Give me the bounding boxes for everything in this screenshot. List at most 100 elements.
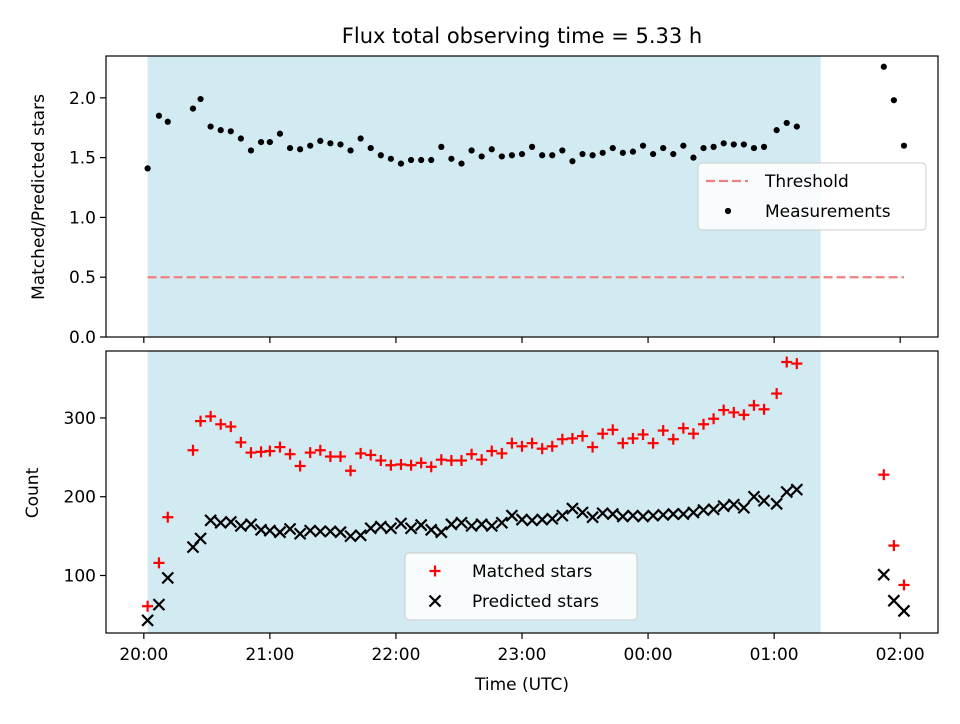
matched-star-point bbox=[781, 356, 793, 368]
matched-star-point bbox=[718, 404, 730, 416]
predicted-star-point bbox=[556, 509, 569, 522]
bottom-y-axis-label: Count bbox=[23, 467, 43, 518]
y-tick-label: 2.0 bbox=[69, 89, 96, 109]
measurement-point bbox=[900, 142, 908, 149]
chart-title: Flux total observing time = 5.33 h bbox=[342, 24, 702, 48]
x-stroke-b bbox=[770, 497, 783, 511]
measurement-point bbox=[327, 140, 334, 147]
series-matched-stars bbox=[142, 356, 910, 612]
x-stroke-b bbox=[303, 524, 317, 537]
predicted-star-point bbox=[677, 507, 690, 521]
matched-star-point bbox=[506, 437, 518, 449]
predicted-star-point bbox=[435, 525, 448, 539]
predicted-star-point bbox=[141, 614, 154, 627]
x-stroke-b bbox=[757, 494, 771, 507]
measurement-point bbox=[418, 156, 425, 164]
matched-star-point bbox=[455, 454, 467, 466]
predicted-star-point bbox=[747, 490, 761, 504]
measurement-point bbox=[710, 143, 717, 150]
measurement-point bbox=[227, 128, 234, 135]
matched-star-point bbox=[888, 540, 900, 552]
x-stroke-b bbox=[525, 514, 539, 527]
predicted-star-point bbox=[204, 514, 217, 527]
x-stroke-b bbox=[897, 604, 911, 618]
x-stroke-b bbox=[737, 501, 751, 515]
y-tick-label: 0.5 bbox=[69, 268, 96, 288]
x-stroke-b bbox=[606, 507, 620, 521]
matched-star-point bbox=[445, 454, 457, 466]
matched-star-point bbox=[546, 440, 558, 452]
measurement-point bbox=[660, 144, 667, 152]
x-stroke-b bbox=[273, 525, 287, 539]
x-stroke-b bbox=[314, 525, 327, 538]
x-stroke-b bbox=[677, 507, 690, 521]
predicted-star-point bbox=[293, 527, 307, 541]
matched-star-point bbox=[304, 447, 316, 459]
x-stroke-b bbox=[334, 525, 347, 539]
x-stroke-b bbox=[244, 518, 258, 531]
matched-star-point bbox=[627, 432, 639, 444]
x-tick-label: 01:00 bbox=[750, 645, 799, 665]
predicted-star-point bbox=[737, 501, 751, 515]
x-stroke-b bbox=[616, 510, 630, 523]
predicted-star-point bbox=[877, 568, 891, 581]
predicted-star-point bbox=[152, 598, 166, 611]
measurement-point bbox=[266, 138, 273, 146]
predicted-star-point bbox=[626, 509, 640, 522]
x-stroke-b bbox=[646, 509, 660, 522]
matched-star-point bbox=[195, 415, 207, 427]
x-stroke-b bbox=[545, 512, 559, 526]
matched-star-point bbox=[215, 418, 227, 430]
matched-star-point bbox=[187, 444, 199, 456]
measurement-point bbox=[690, 154, 697, 161]
matched-star-point bbox=[738, 409, 750, 421]
measurement-point bbox=[164, 118, 171, 125]
x-stroke-b bbox=[687, 506, 700, 519]
x-stroke-b bbox=[214, 516, 227, 529]
predicted-star-point bbox=[424, 523, 438, 537]
x-stroke-b bbox=[656, 508, 670, 522]
predicted-star-point bbox=[616, 510, 630, 523]
legend-box bbox=[697, 162, 927, 231]
measurement-point bbox=[880, 63, 887, 70]
series-measurements bbox=[144, 63, 908, 172]
x-stroke-b bbox=[780, 485, 794, 499]
matched-star-point bbox=[415, 457, 427, 469]
predicted-star-point bbox=[224, 515, 238, 529]
measurement-point bbox=[650, 150, 657, 158]
x-stroke-b bbox=[152, 598, 166, 611]
x-stroke-b bbox=[424, 523, 438, 537]
matched-star-point bbox=[324, 451, 336, 463]
measurement-point bbox=[217, 127, 224, 134]
matched-star-point bbox=[898, 579, 910, 591]
measurement-point bbox=[197, 95, 204, 103]
measurement-point bbox=[237, 135, 244, 142]
legend-measurement-handle bbox=[724, 207, 732, 215]
matched-star-point bbox=[425, 461, 437, 473]
x-tick-label: 02:00 bbox=[876, 645, 925, 665]
matched-star-point bbox=[284, 448, 296, 460]
matched-star-point bbox=[687, 428, 699, 440]
predicted-star-point bbox=[344, 529, 357, 543]
predicted-star-point bbox=[475, 518, 488, 531]
measurement-point bbox=[428, 156, 435, 164]
x-stroke-b bbox=[445, 518, 458, 531]
matched-star-point bbox=[153, 557, 165, 569]
measurement-point bbox=[397, 160, 405, 167]
measurement-point bbox=[297, 146, 304, 153]
x-stroke-b bbox=[887, 594, 901, 607]
x-stroke-b bbox=[374, 520, 388, 533]
top-panel: 0.0 0.5 1.0 1.5 2.0 Threshold Measurements bbox=[69, 55, 939, 348]
x-stroke-b bbox=[636, 510, 650, 523]
measurement-point bbox=[569, 158, 576, 165]
x-stroke-b bbox=[354, 529, 367, 542]
matched-star-point bbox=[516, 440, 528, 452]
x-stroke-b bbox=[717, 499, 730, 513]
matched-star-point bbox=[375, 454, 387, 466]
matched-star-point bbox=[345, 465, 357, 477]
measurement-point bbox=[407, 156, 415, 164]
measurement-point bbox=[488, 146, 495, 153]
x-stroke-b bbox=[204, 514, 217, 527]
predicted-star-point bbox=[646, 509, 660, 522]
matched-star-point bbox=[728, 406, 740, 418]
